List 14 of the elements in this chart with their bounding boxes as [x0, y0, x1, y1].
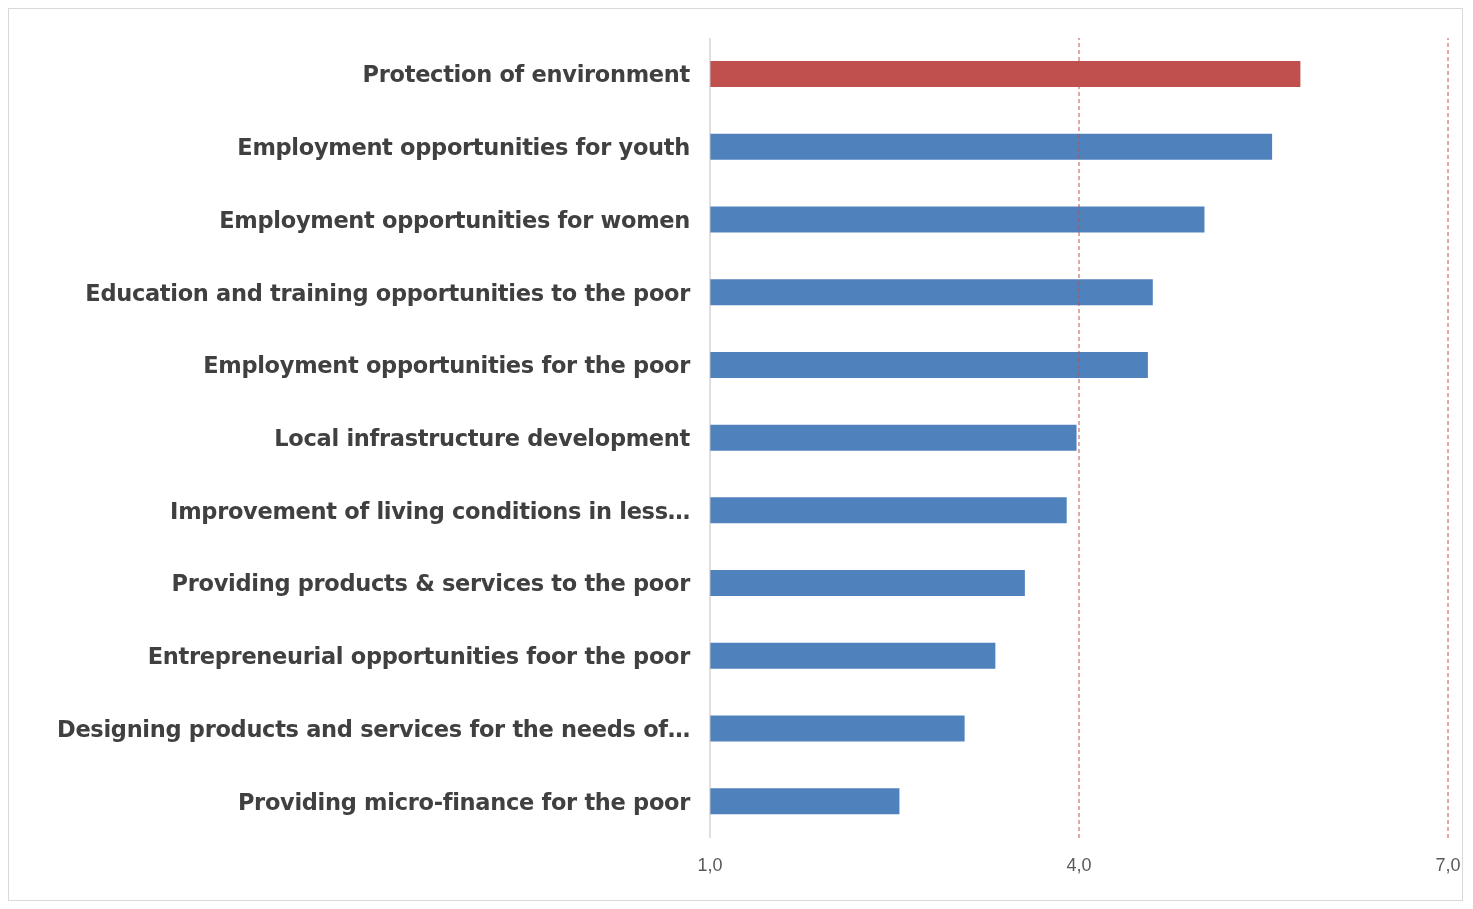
y-tick-label: Providing products & services to the poor: [171, 570, 692, 597]
y-tick-label: Employment opportunities for youth: [237, 134, 690, 161]
y-tick-label: Protection of environment: [362, 61, 691, 88]
y-tick-label: Entrepreneurial opportunities foor the poor: [147, 643, 692, 670]
y-tick-label: Local infrastructure development: [274, 425, 691, 451]
y-tick-label: Providing micro-finance for the poor: [237, 788, 692, 815]
y-tick-label: Improvement of living conditions in less…: [170, 497, 690, 524]
x-tick-label: 1,0: [697, 854, 723, 875]
y-tick-label: Employment opportunities for women: [219, 206, 690, 233]
x-tick-label: 7,0: [1435, 854, 1461, 875]
x-tick-label: 4,0: [1066, 854, 1092, 875]
y-tick-label: Education and training opportunities to the poor: [85, 279, 692, 306]
y-tick-label: Designing products and services for the needs of…: [57, 715, 690, 742]
y-tick-label: Employment opportunities for the poor: [203, 352, 692, 379]
